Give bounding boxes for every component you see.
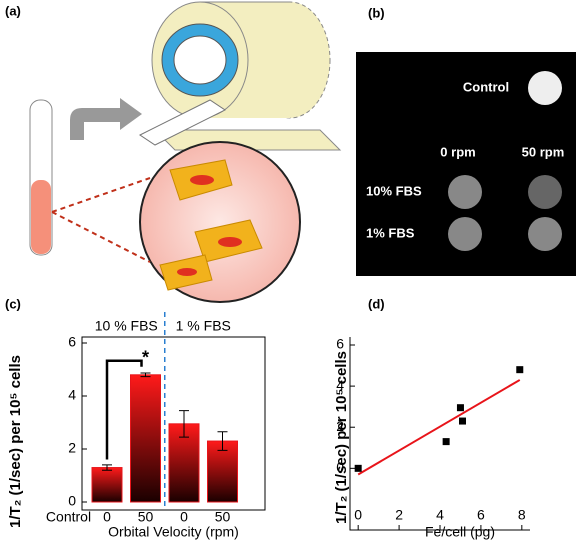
x-tick-label: 6: [477, 507, 485, 523]
mri-spot: [448, 217, 482, 251]
mri-spot: [528, 175, 562, 209]
y-tick-label: 4: [68, 387, 76, 403]
x-tick-label: 2: [395, 507, 403, 523]
fit-line: [358, 380, 520, 475]
panel-label: (a): [5, 3, 21, 18]
x-axis-label: Fe/cell (pg): [425, 524, 495, 540]
image-label: Control: [463, 79, 509, 94]
panel-label: (b): [368, 5, 385, 20]
x-tick-label: 50: [215, 509, 231, 525]
panel-label: (c): [5, 296, 21, 311]
point: [459, 418, 466, 425]
zoom-line: [52, 178, 150, 212]
y-tick-label: 2: [68, 440, 76, 456]
point: [355, 465, 362, 472]
drum-hole: [174, 36, 226, 84]
annotation: *: [142, 348, 149, 368]
illustration: [30, 2, 340, 302]
image-label: 1% FBS: [366, 225, 415, 240]
mri-spot: [448, 175, 482, 209]
x-tick-label: 0: [180, 509, 188, 525]
point: [457, 404, 464, 411]
point: [443, 438, 450, 445]
arrow: [70, 98, 142, 140]
x-tick-label: Control: [46, 509, 91, 525]
annotation: 10 % FBS: [95, 318, 158, 334]
mri-spot: [528, 71, 562, 105]
y-tick-label: 6: [68, 334, 76, 350]
y-tick-label: 6: [336, 336, 344, 352]
point: [516, 366, 523, 373]
x-tick-label: 8: [518, 507, 526, 523]
annotation: 1 % FBS: [176, 318, 231, 334]
panel-label: (d): [368, 296, 385, 311]
bar: [92, 468, 122, 502]
y-axis-label: 1/T₂ (1/sec) per 10⁵ cells: [333, 351, 350, 524]
axes: [350, 337, 530, 530]
figure: (a) (b) Control 0 rpm 50 rpm 10% FBS 1% …: [0, 0, 576, 540]
x-tick-label: 4: [436, 507, 444, 523]
y-tick-label: 0: [68, 493, 76, 509]
tube-liquid: [31, 180, 51, 254]
x-axis-label: Orbital Velocity (rpm): [108, 524, 239, 540]
bar: [131, 375, 161, 502]
y-axis-label: 1/T₂ (1/sec) per 10⁵ cells: [7, 355, 24, 528]
x-tick-label: 0: [103, 509, 111, 525]
image-label: 50 rpm: [522, 144, 565, 159]
x-tick-label: 50: [138, 509, 154, 525]
image-label: 10% FBS: [366, 183, 422, 198]
zoom-line: [52, 212, 150, 262]
mri-spot: [528, 217, 562, 251]
x-tick-label: 0: [354, 507, 362, 523]
image-label: 0 rpm: [440, 144, 475, 159]
